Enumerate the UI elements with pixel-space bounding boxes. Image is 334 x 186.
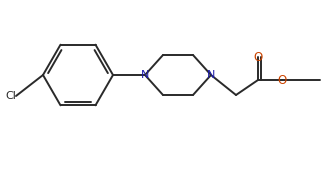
Text: O: O	[277, 73, 287, 86]
Text: N: N	[141, 70, 149, 80]
Text: N: N	[207, 70, 215, 80]
Text: Cl: Cl	[5, 91, 16, 101]
Text: O: O	[254, 51, 263, 63]
